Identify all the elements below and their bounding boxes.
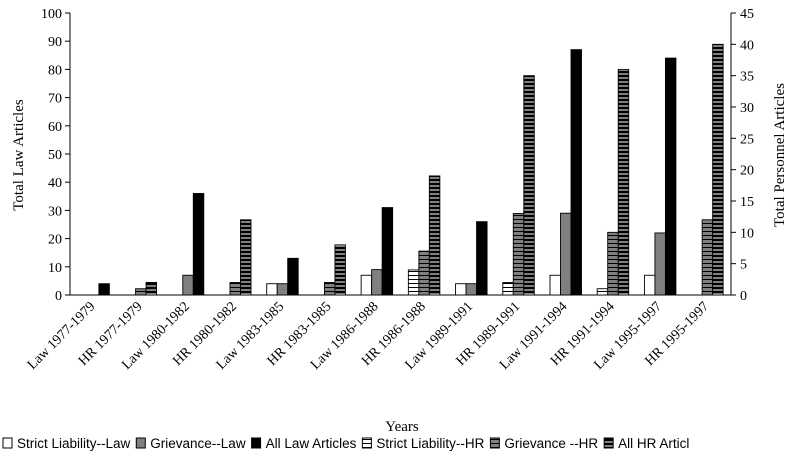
bar (465, 283, 478, 296)
left-axis-ticks: 0 10 20 30 40 50 60 70 80 90 100 (41, 7, 70, 304)
legend-label: All HR Articl (618, 436, 689, 451)
plot-area (69, 13, 732, 296)
legend-label: All Law Articles (266, 436, 357, 451)
left-tick-label: 80 (48, 63, 62, 78)
bar (617, 68, 630, 296)
legend-swatch (489, 437, 500, 449)
bar (570, 49, 582, 296)
legend-label: Grievance --HR (504, 436, 598, 451)
bar (664, 57, 677, 296)
right-tick-label: 10 (740, 226, 754, 241)
left-tick-label: 10 (48, 261, 62, 276)
legend-swatch (2, 437, 13, 449)
bars-group (98, 43, 724, 296)
bar (381, 207, 394, 296)
bar (476, 221, 488, 296)
bar (145, 282, 158, 296)
right-tick-label: 45 (740, 7, 754, 22)
left-tick-label: 40 (48, 176, 62, 191)
left-tick-label: 90 (48, 35, 62, 50)
right-tick-label: 35 (740, 70, 754, 85)
x-axis-title: Years (385, 419, 419, 435)
right-tick-label: 30 (740, 101, 754, 116)
bar (287, 257, 299, 296)
bar (643, 274, 656, 296)
bar (455, 283, 467, 296)
bar (654, 232, 666, 296)
bar (334, 244, 346, 296)
left-tick-label: 50 (48, 148, 62, 163)
bar (596, 288, 609, 296)
right-tick-label: 25 (740, 132, 754, 147)
bar (266, 283, 278, 296)
bar (607, 231, 619, 296)
legend-swatch (251, 437, 262, 449)
bar (549, 274, 561, 296)
left-tick-label: 70 (48, 92, 62, 107)
bar (560, 212, 572, 296)
bar (276, 283, 289, 296)
bar (371, 269, 383, 296)
bar (240, 219, 252, 296)
left-tick-label: 60 (48, 120, 62, 135)
left-tick-label: 0 (55, 289, 62, 304)
y-axis-right-title: Total Personnel Articles (772, 83, 787, 227)
bar (323, 282, 336, 296)
bar (229, 282, 241, 296)
left-tick-label: 20 (48, 233, 62, 248)
bar (523, 75, 535, 296)
right-tick-label: 5 (740, 258, 747, 273)
bar (712, 43, 724, 296)
bar (182, 274, 194, 296)
legend-label: Strict Liability--HR (376, 436, 484, 451)
left-tick-label: 30 (48, 204, 62, 219)
bar (502, 282, 514, 296)
bar (701, 219, 714, 296)
right-tick-label: 15 (740, 195, 754, 210)
right-tick-label: 0 (740, 289, 747, 304)
y-axis-left-title: Total Law Articles (11, 99, 27, 211)
legend-swatch (361, 437, 372, 449)
bar (98, 283, 110, 296)
legend-label: Strict Liability--Law (17, 436, 131, 451)
legend-swatch (603, 437, 614, 449)
bar (407, 269, 420, 296)
right-tick-label: 40 (740, 38, 754, 53)
right-axis-ticks: 0 5 10 15 20 25 30 35 40 45 (731, 7, 754, 304)
bar (512, 213, 525, 296)
legend-label: Grievance--Law (150, 436, 246, 451)
legend-swatch (135, 437, 146, 449)
bar (192, 193, 205, 296)
right-tick-label: 20 (740, 164, 754, 179)
bar (418, 250, 430, 296)
bar (135, 288, 147, 296)
left-tick-label: 100 (41, 7, 62, 22)
legend: Strict Liability--Law Grievance--Law All L… (2, 436, 689, 451)
bar (360, 274, 373, 296)
bar (428, 175, 441, 296)
